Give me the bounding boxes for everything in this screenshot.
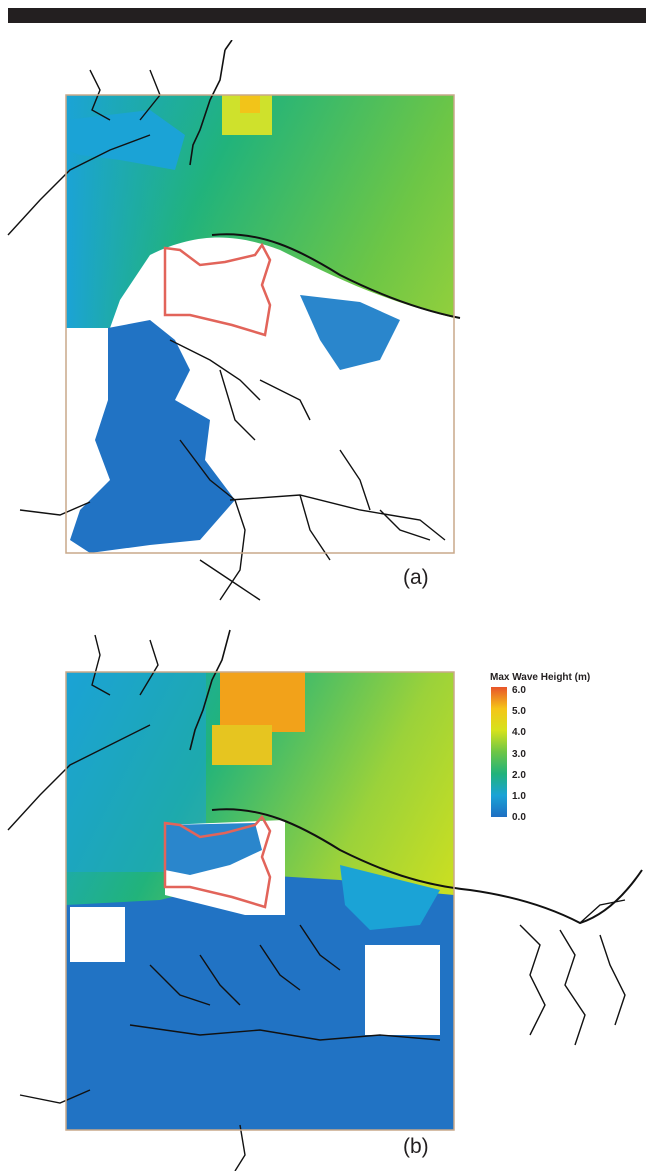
panel-label-a: (a) bbox=[403, 566, 429, 589]
barrier-island-a bbox=[189, 40, 233, 166]
rivers-east-outside-b bbox=[519, 899, 626, 1046]
study-boundary-a bbox=[163, 242, 272, 337]
rivers-south-a bbox=[19, 339, 446, 601]
legend-tick-5: 5.0 bbox=[512, 706, 526, 717]
legend-tick-4: 4.0 bbox=[512, 727, 526, 738]
coastline-b bbox=[211, 808, 643, 925]
legend-tick-1: 1.0 bbox=[512, 791, 526, 802]
wave-height-map-b bbox=[7, 629, 643, 1171]
legend-tick-6: 6.0 bbox=[512, 685, 526, 696]
peak-wave-band-a bbox=[240, 95, 260, 113]
bay-north-a bbox=[66, 110, 185, 170]
header-bar bbox=[8, 8, 646, 23]
inundation-east-b bbox=[340, 865, 440, 930]
map-panel-b: Max Wave Height (m) 6.0 5.0 4.0 3.0 2.0 … bbox=[0, 625, 646, 1171]
barrier-island-b bbox=[189, 629, 231, 751]
study-boundary-b bbox=[163, 814, 272, 909]
map-frame-a bbox=[65, 94, 455, 554]
inundation-east-a bbox=[300, 295, 400, 370]
legend-tick-2: 2.0 bbox=[512, 770, 526, 781]
panel-label-b: (b) bbox=[403, 1135, 429, 1158]
map-frame-b bbox=[65, 671, 455, 1131]
study-area-flooded-b bbox=[165, 823, 262, 875]
wave-height-map-a bbox=[7, 40, 461, 601]
extreme-wave-zone-b bbox=[220, 672, 305, 732]
legend-tick-3: 3.0 bbox=[512, 749, 526, 760]
inundation-zone-a bbox=[70, 320, 235, 553]
map-panel-a: (a) bbox=[0, 40, 646, 610]
rivers-south-b bbox=[19, 924, 441, 1171]
high-wave-zone-b bbox=[212, 725, 272, 765]
coastline-a bbox=[211, 233, 461, 319]
land-patch-west-b bbox=[70, 907, 125, 962]
inundation-zone-b bbox=[66, 875, 454, 1130]
rivers-northwest-b bbox=[7, 634, 159, 831]
land-patch-east-b bbox=[365, 945, 440, 1035]
legend-title: Max Wave Height (m) bbox=[490, 672, 591, 683]
legend-tick-0: 0.0 bbox=[512, 812, 526, 823]
legend: Max Wave Height (m) 6.0 5.0 4.0 3.0 2.0 … bbox=[487, 672, 642, 832]
legend-colorbar bbox=[491, 687, 507, 817]
